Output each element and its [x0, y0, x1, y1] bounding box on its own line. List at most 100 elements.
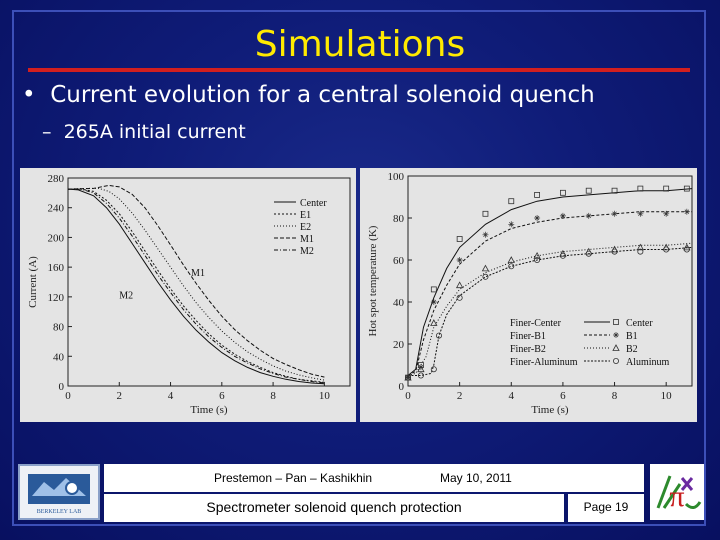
point-center: [637, 185, 644, 192]
x-tick-label: 0: [65, 390, 71, 402]
point-b2: [636, 243, 645, 251]
series-line-finer-center: [407, 188, 693, 376]
point-b1: [430, 299, 437, 305]
legend-marker: [612, 357, 619, 364]
legend-label: Center: [300, 198, 327, 209]
bullet-2: – 265A initial current: [42, 121, 246, 143]
current-chart-svg: 0 2 4 6 8 10 0 40 80 120 160 200 240 280 Time (s) Curre…: [27, 173, 351, 416]
point-aluminum: [611, 248, 618, 255]
authors-box: Prestemon – Pan – Kashikhin May 10, 2011: [104, 464, 644, 492]
point-b2: [533, 251, 541, 259]
bullet-1-text: Current evolution for a central solenoid…: [50, 82, 595, 108]
series-line-finer-b1: [407, 211, 692, 376]
point-b1: [611, 210, 618, 217]
footer-date: May 10, 2011: [440, 471, 512, 485]
series-line-center: [67, 188, 325, 385]
footer-authors: Prestemon – Pan – Kashikhin: [214, 471, 373, 485]
x-axis-label: Time (s): [531, 404, 569, 416]
x-tick-label: 2: [117, 390, 123, 402]
legend-marker: [613, 332, 619, 338]
point-center: [683, 185, 690, 192]
point-b1: [405, 374, 411, 381]
point-aluminum: [683, 246, 690, 253]
legend-label: E1: [300, 210, 311, 221]
y-tick-label: 100: [388, 171, 405, 183]
series-line-m1: [67, 184, 325, 378]
point-aluminum: [456, 294, 463, 301]
point-b2: [507, 256, 515, 263]
point-b1: [508, 221, 515, 228]
current-chart: 0 2 4 6 8 10 0 40 80 120 160 200 240 280 Time (s) Curre…: [20, 168, 356, 422]
y-axis-label: Current (A): [27, 256, 39, 308]
x-tick-label: 2: [457, 390, 463, 402]
point-center: [534, 191, 540, 198]
legend-label: B1: [626, 331, 638, 342]
annotation-m1: M1: [191, 268, 205, 279]
legend-label: Finer-Aluminum: [510, 357, 578, 368]
mice-pi-logo-icon: π: [650, 464, 704, 520]
y-tick-label: 200: [48, 232, 65, 244]
legend-label: B2: [626, 344, 638, 355]
point-center: [508, 198, 515, 205]
point-b1: [534, 215, 541, 221]
series-line-finer-aluminum: [408, 246, 693, 376]
point-b1: [482, 231, 489, 238]
legend-label: M1: [300, 234, 314, 245]
legend-label: E2: [300, 222, 311, 233]
point-center: [482, 210, 489, 217]
point-aluminum: [585, 250, 592, 257]
berkeley-lab-logo-graphic: BERKELEY LAB: [28, 474, 90, 515]
y-tick-label: 280: [48, 173, 65, 185]
temperature-chart: 0 2 4 6 8 10 0 20 40 60 80 100 Time (s) Hot spot temp…: [360, 168, 697, 422]
legend-label: Finer-B2: [510, 344, 546, 355]
slide-title: Simulations: [254, 24, 466, 65]
y-tick-label: 0: [59, 381, 65, 393]
y-axis-label: Hot spot temperature (K): [367, 225, 379, 336]
plot-area: [67, 177, 351, 387]
legend-label: Center: [626, 318, 653, 329]
berkeley-lab-text: BERKELEY LAB: [37, 509, 82, 515]
series-line-e2: [67, 187, 325, 381]
point-b1: [585, 212, 592, 219]
point-b2: [455, 281, 464, 289]
legend-label: Finer-B1: [510, 331, 546, 342]
y-tick-label: 40: [393, 297, 405, 309]
series-line-finer-b2: [407, 242, 693, 376]
x-tick-label: 4: [168, 390, 174, 402]
x-tick-label: 8: [270, 390, 276, 402]
point-aluminum: [405, 374, 412, 381]
x-tick-label: 8: [612, 390, 618, 402]
x-tick-label: 4: [509, 390, 515, 402]
y-tick-label: 80: [393, 213, 405, 225]
slide-frame: [12, 10, 706, 526]
point-b1: [559, 212, 566, 219]
legend-label: Aluminum: [626, 357, 670, 368]
bullet-1: • Current evolution for a central soleno…: [22, 82, 595, 108]
y-tick-label: 80: [53, 322, 65, 334]
point-b2: [417, 365, 425, 373]
point-aluminum: [637, 248, 644, 255]
y-tick-label: 60: [393, 255, 405, 267]
point-b1: [683, 208, 690, 215]
point-b1: [456, 257, 463, 263]
x-tick-label: 6: [560, 390, 566, 402]
subject-box: Spectrometer solenoid quench protection: [104, 494, 564, 522]
berkeley-lab-logo-icon: BERKELEY LAB: [18, 464, 100, 520]
point-aluminum: [559, 252, 566, 259]
x-tick-label: 0: [405, 390, 411, 402]
chart-1-group: 0 2 4 6 8 10 0 40 80 120 160 200 240 280 Time (s) Curre…: [27, 173, 351, 416]
y-tick-label: 0: [399, 381, 405, 393]
y-tick-label: 20: [393, 339, 405, 351]
bullet-2-text: 265A initial current: [63, 121, 246, 143]
point-aluminum: [534, 257, 541, 264]
legend-label: Finer-Center: [510, 318, 562, 329]
series-line-e1: [68, 188, 325, 383]
point-aluminum: [430, 366, 437, 373]
svg-text:π: π: [669, 480, 684, 513]
x-tick-label: 6: [219, 390, 225, 402]
point-b2: [430, 319, 438, 326]
y-tick-label: 40: [53, 351, 65, 363]
